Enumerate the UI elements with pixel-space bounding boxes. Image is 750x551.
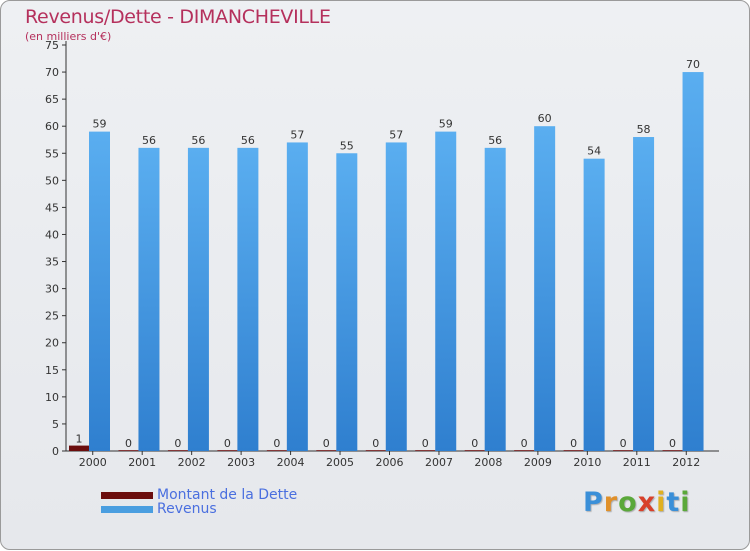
y-tick-label: 65 bbox=[45, 93, 59, 106]
value-label-dette: 0 bbox=[471, 437, 478, 450]
logo-letter: r bbox=[603, 487, 619, 518]
y-tick-label: 20 bbox=[45, 337, 59, 350]
value-label-revenus: 57 bbox=[290, 128, 304, 141]
value-label-revenus: 59 bbox=[439, 118, 453, 131]
bar-dette bbox=[316, 450, 337, 451]
y-tick-label: 55 bbox=[45, 147, 59, 160]
value-label-dette: 0 bbox=[422, 437, 429, 450]
x-tick-label: 2008 bbox=[474, 456, 502, 469]
bar-revenus bbox=[187, 147, 209, 451]
x-tick-label: 2000 bbox=[79, 456, 107, 469]
y-tick-label: 75 bbox=[45, 39, 59, 52]
bar-dette bbox=[662, 450, 683, 451]
value-label-revenus: 56 bbox=[488, 134, 502, 147]
bar-dette bbox=[167, 450, 188, 451]
value-label-revenus: 57 bbox=[389, 128, 403, 141]
y-tick-label: 15 bbox=[45, 364, 59, 377]
value-label-revenus: 58 bbox=[637, 123, 651, 136]
value-label-revenus: 59 bbox=[93, 118, 107, 131]
bar-revenus bbox=[336, 153, 358, 451]
legend-item-revenus: Revenus bbox=[101, 501, 217, 517]
logo-letter: i bbox=[656, 487, 667, 518]
x-tick-label: 2012 bbox=[672, 456, 700, 469]
bar-revenus bbox=[138, 147, 160, 451]
logo-letter: P bbox=[583, 487, 604, 518]
y-tick-label: 45 bbox=[45, 201, 59, 214]
bar-revenus bbox=[385, 142, 407, 451]
logo-letter: o bbox=[618, 487, 638, 518]
value-label-dette: 1 bbox=[76, 433, 83, 446]
bar-dette bbox=[415, 450, 436, 451]
value-label-dette: 0 bbox=[125, 437, 132, 450]
legend-swatch-dette bbox=[101, 491, 153, 499]
y-tick-label: 5 bbox=[52, 418, 59, 431]
y-tick-label: 10 bbox=[45, 391, 59, 404]
value-label-dette: 0 bbox=[174, 437, 181, 450]
bar-dette bbox=[266, 450, 287, 451]
value-label-dette: 0 bbox=[323, 437, 330, 450]
value-label-revenus: 56 bbox=[142, 134, 156, 147]
x-tick-label: 2009 bbox=[524, 456, 552, 469]
bar-dette bbox=[464, 450, 485, 451]
value-label-dette: 0 bbox=[224, 437, 231, 450]
y-tick-label: 70 bbox=[45, 66, 59, 79]
value-label-revenus: 56 bbox=[241, 134, 255, 147]
x-tick-label: 2002 bbox=[178, 456, 206, 469]
y-tick-label: 25 bbox=[45, 310, 59, 323]
logo-letter: t bbox=[666, 487, 681, 518]
legend-label-dette: Montant de la Dette bbox=[157, 487, 298, 503]
x-tick-label: 2003 bbox=[227, 456, 255, 469]
x-tick-label: 2001 bbox=[128, 456, 156, 469]
x-tick-label: 2005 bbox=[326, 456, 354, 469]
value-label-revenus: 55 bbox=[340, 139, 354, 152]
y-tick-label: 0 bbox=[52, 445, 59, 458]
x-tick-label: 2006 bbox=[376, 456, 404, 469]
value-label-dette: 0 bbox=[273, 437, 280, 450]
legend-swatch-revenus bbox=[101, 505, 153, 513]
bar-revenus bbox=[682, 72, 704, 452]
bar-revenus bbox=[583, 158, 605, 451]
proxiti-logo: Proxiti bbox=[583, 487, 691, 518]
chart-title: Revenus/Dette - DIMANCHEVILLE bbox=[25, 6, 331, 28]
bar-dette bbox=[69, 445, 89, 451]
bar-revenus bbox=[633, 137, 655, 451]
value-label-revenus: 60 bbox=[538, 112, 552, 125]
legend-item-dette: Montant de la Dette bbox=[101, 487, 297, 503]
bar-dette bbox=[217, 450, 238, 451]
bar-revenus bbox=[435, 131, 457, 451]
x-tick-label: 2007 bbox=[425, 456, 453, 469]
y-tick-label: 30 bbox=[45, 283, 59, 296]
value-label-dette: 0 bbox=[372, 437, 379, 450]
bar-dette bbox=[365, 450, 386, 451]
bar-dette bbox=[514, 450, 535, 451]
bar-revenus bbox=[484, 147, 506, 451]
x-tick-label: 2004 bbox=[277, 456, 305, 469]
bar-revenus bbox=[237, 147, 259, 451]
logo-letter: x bbox=[637, 487, 657, 518]
value-label-revenus: 56 bbox=[191, 134, 205, 147]
bar-revenus bbox=[286, 142, 308, 451]
bar-dette bbox=[118, 450, 139, 451]
y-tick-label: 50 bbox=[45, 174, 59, 187]
logo-letter: i bbox=[680, 487, 691, 518]
value-label-dette: 0 bbox=[521, 437, 528, 450]
bar-dette bbox=[563, 450, 584, 451]
y-tick-label: 40 bbox=[45, 228, 59, 241]
x-tick-label: 2010 bbox=[573, 456, 601, 469]
x-tick-label: 2011 bbox=[623, 456, 651, 469]
y-tick-label: 60 bbox=[45, 120, 59, 133]
value-label-dette: 0 bbox=[669, 437, 676, 450]
value-label-dette: 0 bbox=[620, 437, 627, 450]
value-label-revenus: 54 bbox=[587, 145, 601, 158]
chart-subtitle: (en milliers d'€) bbox=[25, 30, 112, 43]
bar-revenus bbox=[534, 126, 556, 451]
legend-label-revenus: Revenus bbox=[157, 501, 217, 517]
bar-revenus bbox=[89, 131, 110, 451]
value-label-revenus: 70 bbox=[686, 58, 700, 71]
bar-dette bbox=[613, 450, 634, 451]
value-label-dette: 0 bbox=[570, 437, 577, 450]
y-tick-label: 35 bbox=[45, 256, 59, 269]
